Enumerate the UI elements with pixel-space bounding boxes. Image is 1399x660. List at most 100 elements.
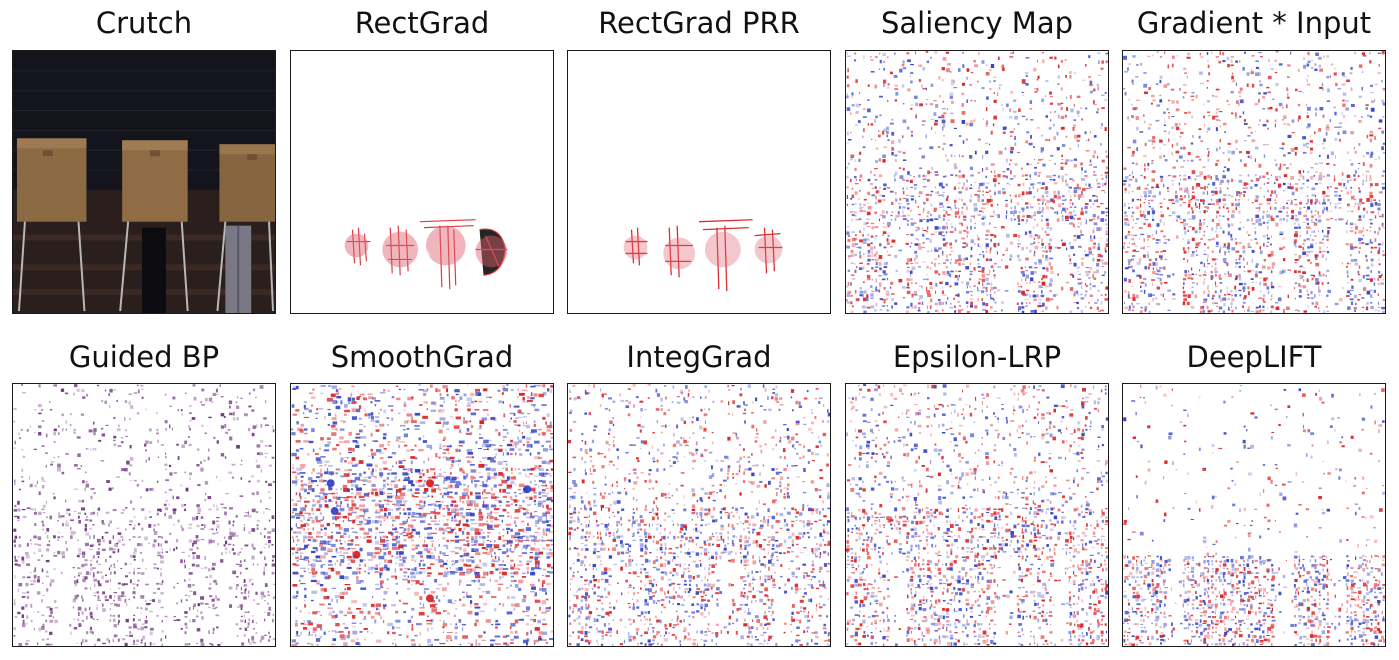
attribution-pixel [1143,214,1146,219]
attribution-pixel [947,63,951,66]
attribution-pixel [875,195,877,200]
attribution-pixel [196,615,199,618]
attribution-pixel [1347,274,1349,278]
attribution-pixel [24,552,29,555]
attribution-pixel [1026,131,1030,134]
attribution-pixel [65,499,67,503]
attribution-pixel [1258,222,1263,226]
attribution-pixel [1318,271,1321,275]
attribution-pixel [1143,190,1148,194]
attribution-pixel [495,453,497,456]
attribution-pixel [1259,83,1263,87]
attribution-pixel [1045,250,1048,253]
attribution-pixel [1327,282,1330,285]
attribution-pixel [1124,70,1128,73]
attribution-pixel [854,52,857,55]
attribution-pixel [951,79,954,83]
attribution-pixel [970,174,974,177]
attribution-pixel [1326,100,1330,103]
attribution-pixel [1151,210,1156,215]
attribution-pixel [109,579,111,582]
attribution-pixel [236,576,239,578]
attribution-pixel [1259,309,1262,313]
attribution-pixel [1254,199,1259,202]
attribution-pixel [366,463,373,467]
panel-title-smoothgrad: SmoothGrad [330,340,514,374]
attribution-pixel [985,175,987,178]
attribution-pixel [370,412,374,416]
attribution-pixel [391,417,394,421]
attribution-pixel [149,487,153,491]
attribution-pixel [451,396,455,400]
attribution-pixel [1191,281,1195,284]
attribution-pixel [1373,230,1376,234]
attribution-pixel [1097,52,1101,55]
attribution-pixel [914,250,918,254]
attribution-pixel [1084,253,1089,257]
attribution-pixel [969,305,974,308]
attribution-pixel [1009,159,1012,161]
attribution-pixel [862,293,864,297]
attribution-pixel [1180,147,1183,150]
attribution-pixel [57,463,61,468]
attribution-pixel [1246,186,1249,190]
attribution-pixel [89,611,93,616]
attribution-pixel [129,579,132,584]
attribution-pixel [212,520,216,525]
attribution-pixel [850,282,852,286]
attribution-pixel [267,591,269,593]
attribution-pixel [875,278,877,283]
attribution-pixel [1146,187,1149,191]
attribution-pixel [1029,301,1031,305]
attribution-pixel [998,150,1003,155]
attribution-pixel [128,626,132,629]
attribution-pixel [1366,134,1369,139]
attribution-pixel [140,612,142,614]
attribution-pixel [1238,202,1240,206]
attribution-pixel [1139,274,1142,279]
attribution-pixel [902,151,906,154]
attribution-pixel [371,483,376,487]
attribution-pixel [1321,210,1325,214]
attribution-pixel [1178,182,1181,186]
attribution-pixel [850,274,855,276]
attribution-pixel [970,301,973,306]
attribution-pixel [990,265,994,269]
attribution-pixel [418,472,422,475]
attribution-pixel [271,515,275,520]
attribution-pixel [1322,190,1326,195]
attribution-pixel [41,420,45,422]
attribution-pixel [184,508,187,512]
attribution-pixel [850,197,853,200]
attribution-pixel [1017,215,1020,219]
attribution-pixel [1322,250,1326,253]
attribution-pixel [958,305,962,307]
attribution-pixel [1235,112,1237,116]
attribution-pixel [41,554,43,557]
attribution-pixel [1183,174,1187,177]
attribution-pixel [1365,306,1369,311]
attribution-pixel [102,591,106,595]
attribution-pixel [360,436,367,439]
attribution-pixel [1022,293,1026,296]
attribution-pixel [938,254,940,258]
attribution-pixel [113,416,116,420]
attribution-pixel [969,278,972,281]
attribution-pixel [506,431,509,435]
attribution-pixel [248,515,252,518]
attribution-pixel [1282,163,1286,166]
attribution-pixel [42,504,46,508]
attribution-pixel [946,225,948,230]
attribution-pixel [192,584,195,586]
attribution-pixel [1172,55,1175,59]
attribution-pixel [1309,227,1312,229]
attribution-pixel [1132,162,1135,164]
attribution-pixel [1172,273,1175,276]
attribution-pixel [850,310,854,313]
attribution-pixel [314,453,319,455]
attribution-pixel [1325,131,1328,136]
attribution-pixel [913,183,918,186]
attribution-pixel [1010,150,1014,154]
attribution-pixel [124,467,128,472]
attribution-pixel [910,195,915,197]
